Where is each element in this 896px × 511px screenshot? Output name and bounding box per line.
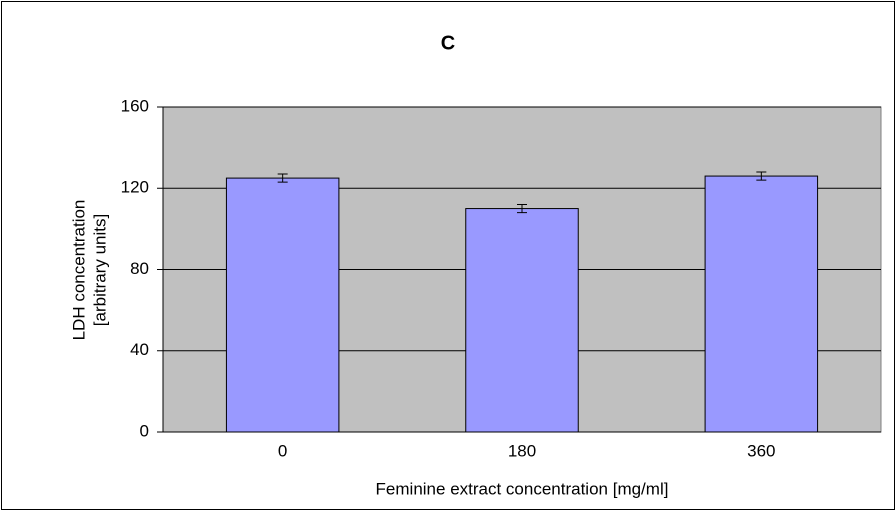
x-axis-label: Feminine extract concentration [mg/ml]: [376, 479, 669, 498]
y-tick-label: 0: [140, 421, 149, 440]
error-bar: [756, 171, 767, 181]
x-tick-label: 0: [278, 441, 287, 460]
y-axis-label: LDH concentration: [69, 200, 88, 341]
y-tick-label: 160: [121, 96, 149, 115]
x-tick-label: 180: [508, 441, 536, 460]
x-tick-label: 360: [747, 441, 775, 460]
y-axis-label: [arbitrary units]: [90, 214, 109, 326]
y-tick-label: 80: [130, 259, 149, 278]
error-bar: [277, 173, 288, 183]
error-bar: [517, 204, 527, 214]
bar: [704, 175, 819, 433]
y-tick-label: 40: [130, 340, 149, 359]
bar: [225, 177, 340, 433]
bar: [465, 208, 579, 433]
chart-title: C: [441, 32, 455, 54]
y-tick-label: 120: [121, 178, 149, 197]
